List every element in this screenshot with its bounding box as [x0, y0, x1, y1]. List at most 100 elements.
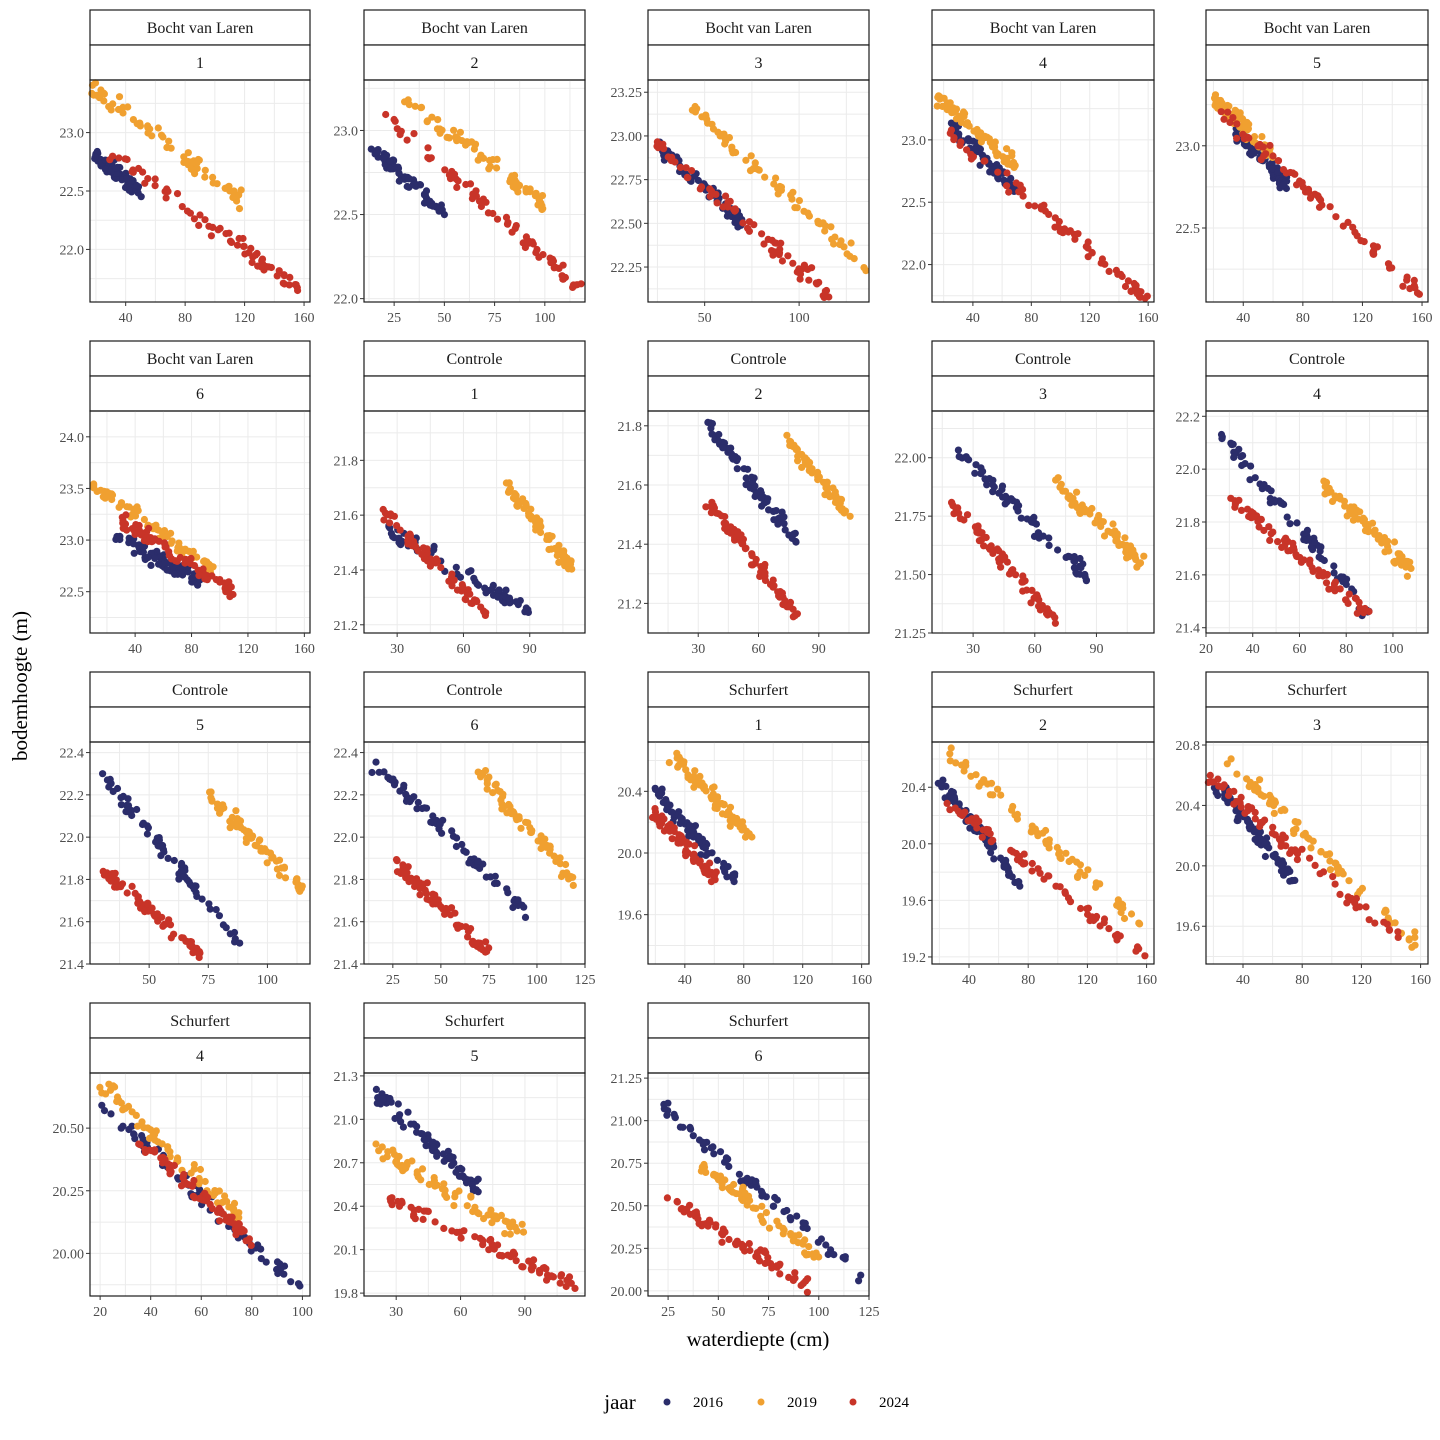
point-2024 [447, 904, 456, 912]
point-2019 [1059, 487, 1067, 495]
x-tick-label: 25 [387, 311, 401, 326]
point-2019 [836, 495, 845, 503]
point-2024 [1352, 894, 1360, 903]
y-tick-label: 20.75 [611, 1157, 643, 1172]
point-2016 [751, 492, 759, 501]
points [948, 446, 1148, 627]
point-2019 [691, 767, 699, 775]
x-tick-label: 50 [437, 311, 451, 326]
point-2024 [954, 807, 963, 816]
x-tick-label: 40 [119, 311, 133, 326]
point-2019 [514, 188, 522, 196]
point-2019 [152, 521, 160, 529]
point-2016 [677, 817, 686, 825]
y-tick-label: 21.6 [334, 509, 359, 524]
point-2024 [1345, 590, 1353, 598]
point-2016 [133, 805, 141, 814]
point-2024 [145, 1146, 153, 1154]
point-2024 [950, 510, 958, 518]
point-2019 [488, 1219, 496, 1227]
point-2016 [257, 1255, 265, 1263]
point-2019 [821, 227, 829, 235]
point-2019 [1231, 106, 1239, 114]
panel-border [931, 410, 1155, 634]
point-2019 [730, 1180, 738, 1189]
point-2024 [424, 144, 432, 152]
panel-10: Controle 4 20 40 60 80 100 21.4 21.6 21.8 22.0 22.2 [1176, 340, 1429, 657]
strip-transect [89, 44, 311, 81]
point-2024 [129, 166, 137, 174]
strip-group-label: Controle [1289, 351, 1345, 368]
point-2019 [158, 1140, 166, 1148]
point-2016 [151, 554, 159, 563]
point-2024 [720, 519, 728, 527]
point-2016 [971, 469, 979, 477]
point-2024 [1020, 850, 1028, 858]
point-2024 [731, 207, 739, 215]
point-2019 [1345, 877, 1353, 885]
point-2024 [470, 596, 479, 604]
strip-transect [89, 706, 311, 743]
point-2024 [399, 861, 407, 869]
panel-border [931, 741, 1155, 965]
point-2024 [471, 1233, 479, 1241]
point-2019 [163, 143, 171, 152]
point-2024 [222, 588, 230, 596]
point-2019 [786, 438, 795, 446]
point-2019 [1073, 503, 1081, 511]
point-2016 [737, 1177, 745, 1185]
x-tick-label: 50 [434, 973, 448, 988]
point-2024 [712, 1221, 720, 1229]
point-2019 [484, 1211, 492, 1219]
point-2019 [263, 859, 271, 867]
panel-border [1205, 79, 1429, 303]
points [1217, 430, 1415, 620]
point-2024 [1049, 611, 1057, 619]
point-2024 [539, 251, 547, 259]
point-2019 [214, 804, 222, 813]
point-2019 [1323, 487, 1331, 495]
point-2024 [1330, 583, 1338, 591]
point-2016 [1075, 562, 1083, 571]
point-2024 [1298, 845, 1306, 853]
point-2019 [755, 166, 763, 174]
point-2019 [483, 785, 491, 793]
point-2016 [708, 430, 716, 438]
point-2016 [689, 1132, 697, 1140]
point-2024 [718, 1238, 726, 1246]
point-2024 [540, 1264, 548, 1272]
point-2016 [192, 889, 200, 897]
point-2024 [450, 576, 458, 585]
y-tick-label: 22.0 [60, 243, 85, 258]
point-2019 [1120, 914, 1129, 923]
point-2019 [824, 484, 832, 492]
point-2019 [208, 563, 216, 571]
point-2024 [1279, 166, 1288, 174]
y-tick-label: 22.5 [1176, 222, 1201, 237]
point-2016 [985, 475, 994, 483]
point-2019 [450, 1202, 458, 1210]
point-2016 [1279, 181, 1287, 189]
point-2019 [512, 179, 521, 187]
point-2024 [1038, 602, 1046, 610]
point-2019 [561, 555, 569, 563]
point-2024 [1028, 586, 1036, 595]
point-2016 [1227, 439, 1235, 447]
point-2016 [710, 1150, 718, 1158]
point-2024 [696, 185, 704, 193]
point-2019 [805, 459, 813, 467]
point-2024 [1269, 152, 1277, 160]
point-2024 [975, 537, 984, 545]
point-2024 [1018, 577, 1026, 586]
point-2024 [180, 1170, 188, 1179]
point-2024 [481, 948, 489, 956]
point-2016 [987, 849, 995, 857]
point-2024 [688, 167, 696, 175]
points [99, 770, 306, 962]
x-tick-label: 120 [1079, 311, 1100, 326]
point-2019 [700, 1164, 708, 1173]
point-2024 [190, 562, 199, 570]
point-2024 [1257, 516, 1265, 524]
y-tick-label: 20.0 [902, 838, 927, 853]
point-2024 [1021, 859, 1029, 867]
